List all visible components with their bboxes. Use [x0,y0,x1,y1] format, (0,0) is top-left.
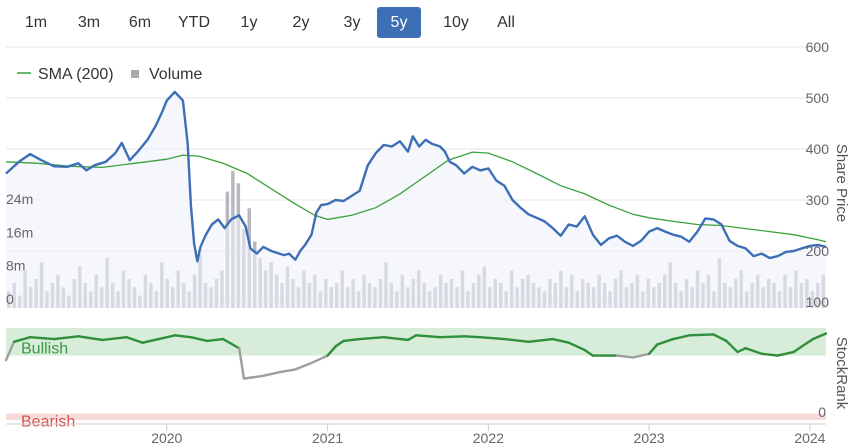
stockrank-segment [189,336,209,343]
stockrank-panel: Bullish Bearish [4,328,828,431]
stockrank-tick-label: 0 [818,404,826,420]
bearish-label: Bearish [21,414,75,431]
price-area [6,91,826,309]
stockrank-segment [237,347,246,380]
stockrank-segment [4,340,16,362]
stockrank-segment [294,361,313,371]
stockrank-segment [414,334,442,339]
x-tick-label: 2023 [634,430,665,445]
stockrank-segment [688,333,715,337]
stockrank-segment [583,348,595,357]
stockrank-segment [358,336,386,341]
stockrank-segment [406,334,418,342]
stockrank-segment [655,337,675,346]
stockrank-segment [310,354,329,365]
stockrank-segment [438,335,466,339]
stockrank-segment [53,335,80,341]
volume-tick-label: 0 [6,291,14,307]
stockrank-segment [157,334,177,341]
range-button-1y[interactable]: 1y [240,14,258,31]
stockrank-segment [463,335,482,339]
stockrank-segment [141,337,160,344]
stockrank-segment [725,339,739,354]
x-tick-label: 2024 [794,430,825,445]
range-button-10y[interactable]: 10y [443,14,469,31]
x-tick-label: 2022 [473,430,504,445]
legend: SMA (200) Volume [17,66,202,83]
bullish-band [6,328,826,356]
stockrank-segment [567,341,587,352]
price-panel [5,46,827,309]
share-price-axis-title: Share Price [833,144,850,222]
stockrank-segment [760,352,779,357]
stockrank-segment [615,354,635,359]
volume-tick-label: 8m [6,258,25,274]
stockrank-segment [242,374,265,380]
stockrank-segment [800,337,815,348]
stockrank-segment [672,334,691,341]
stockrank-segment [631,352,651,359]
x-tick-label: 2021 [312,430,343,445]
volume-tick-label: 16m [6,224,33,240]
stockrank-segment [382,336,410,342]
stockrank-segment [551,337,570,344]
stockrank-segment [173,334,193,339]
stockrank-segment [712,333,728,343]
stockrank-segment [527,337,554,343]
stockrank-segment [334,339,345,348]
price-tick-label: 600 [806,39,830,55]
bullish-label: Bullish [21,341,68,358]
stockrank-segment [342,337,361,343]
stockrank-segment [792,345,804,354]
stockrank-segment [278,368,297,374]
volume-tick-label: 24m [6,191,33,207]
stockrank-segment [736,347,747,354]
range-button-6m[interactable]: 6m [128,14,152,31]
price-tick-label: 300 [806,192,830,208]
range-button-3m[interactable]: 3m [77,14,101,31]
stockrank-segment [101,336,128,342]
bearish-band [6,413,826,420]
stockrank-segment [262,370,281,378]
price-tick-label: 100 [806,294,830,310]
stockrank-segment [205,337,225,343]
price-line [5,90,827,263]
stockrank-segment [479,336,506,341]
stockrank-segment [647,343,659,355]
stockrank-segment [326,345,337,357]
stockrank-segment [28,336,56,341]
price-tick-label: 500 [806,90,830,106]
range-button-all[interactable]: All [497,14,515,31]
price-tick-label: 400 [806,141,830,157]
stockrank-segment [125,336,144,344]
legend-sma-label[interactable]: SMA (200) [38,66,114,83]
stockrank-segment [776,350,796,357]
x-tick-label: 2020 [151,430,182,445]
range-button-ytd[interactable]: YTD [178,14,210,31]
stockrank-segment [744,347,763,355]
range-button-2y[interactable]: 2y [292,14,310,31]
stockrank-segment [503,337,530,343]
range-button-5y[interactable]: 5y [377,7,421,38]
stockrank-axis-title: StockRank [833,337,850,410]
range-button-1m[interactable]: 1m [24,14,48,31]
range-button-3y[interactable]: 3y [343,14,361,31]
price-tick-label: 200 [806,243,830,259]
legend-volume-marker [131,70,139,78]
legend-volume-label[interactable]: Volume [149,66,202,83]
stockrank-segment [811,332,828,341]
stockrank-segment [221,337,241,350]
stockrank-segment [77,335,104,342]
stockrank-segment [12,336,32,343]
